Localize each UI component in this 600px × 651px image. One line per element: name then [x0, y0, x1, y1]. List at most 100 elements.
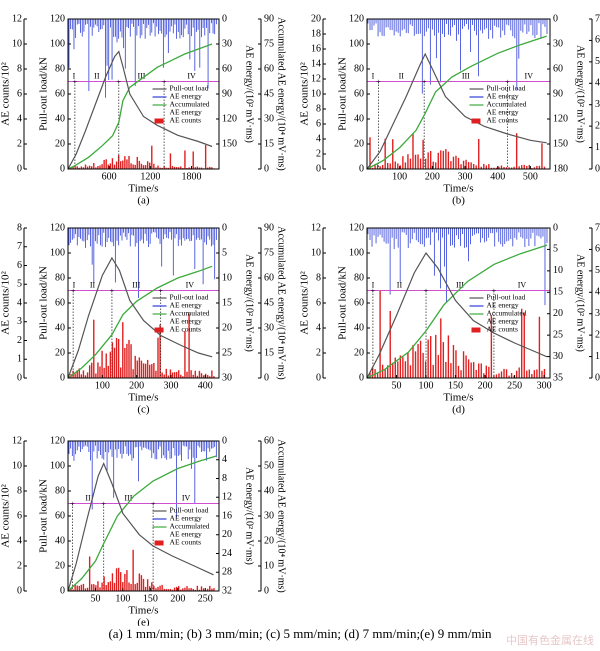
- load-tick-label: 40: [55, 535, 65, 546]
- accumulated-tick-label: 60: [264, 63, 274, 74]
- energy-tick-label: 35: [553, 372, 563, 383]
- legend-swatch: [154, 118, 164, 124]
- load-tick-label: 100: [50, 247, 65, 258]
- x-tick-label: 50: [392, 380, 402, 391]
- energy-axis-label: AE energy/(10² mV·ms): [244, 45, 255, 143]
- energy-tick-label: 16: [222, 510, 232, 521]
- pull-out-load-line: [67, 461, 214, 592]
- stage-label: IV: [187, 71, 196, 80]
- legend-label: Pull-out load: [486, 84, 525, 93]
- x-axis-label: Time/s: [128, 183, 158, 195]
- legend-label: Pull-out load: [170, 84, 209, 93]
- energy-tick-label: 20: [553, 308, 563, 319]
- accumulated-axis-label: Accumulated AE energy/(10⁴ mV·ms): [276, 226, 287, 380]
- legend-label: AE counts: [486, 325, 518, 334]
- x-tick-label: 1200: [140, 171, 160, 182]
- load-tick-label: 60: [55, 297, 65, 308]
- ae-energy-series: [68, 228, 217, 298]
- counts-axis-label: AE counts/10²: [299, 62, 311, 126]
- stage-label: I: [73, 71, 76, 80]
- accumulated-tick-label: 10: [264, 560, 274, 571]
- ae-counts-series: [70, 313, 215, 378]
- legend-label: Pull-out load: [486, 293, 525, 302]
- x-tick-label: 150: [143, 593, 158, 604]
- stage-label: IV: [182, 493, 191, 502]
- energy-axis-label: AE energy/(10² mV·ms): [575, 45, 586, 143]
- accumulated-tick-label: 70: [595, 13, 600, 24]
- load-tick-label: 80: [55, 63, 65, 74]
- stage-boundary-tick: +: [162, 77, 167, 86]
- stage-markers: + + +I II III IV: [68, 71, 219, 169]
- counts-axis-label: AE counts/10²: [0, 271, 12, 335]
- energy-tick-label: 20: [222, 529, 232, 540]
- x-tick-label: 200: [170, 593, 185, 604]
- accumulated-energy-line: [67, 265, 213, 379]
- x-axis-label: Time/s: [443, 183, 473, 195]
- x-tick-label: 100: [115, 593, 130, 604]
- counts-tick-label: 4: [17, 113, 22, 124]
- counts-tick-label: 12: [12, 435, 22, 446]
- stage-label: I: [372, 71, 375, 80]
- legend-swatch: [471, 118, 481, 124]
- legend-label: AE energy: [170, 92, 202, 101]
- counts-tick-label: 4: [17, 297, 22, 308]
- ae-energy-series: [68, 441, 217, 518]
- accumulated-tick-label: 45: [264, 88, 274, 99]
- energy-tick-label: 10: [553, 265, 563, 276]
- x-tick-label: 500: [523, 171, 538, 182]
- load-tick-label: 60: [354, 88, 364, 99]
- energy-tick-label: 180: [553, 163, 568, 174]
- legend-label: AE energy: [170, 301, 202, 310]
- x-tick-label: 400: [198, 380, 213, 391]
- energy-tick-label: 32: [222, 585, 232, 596]
- counts-tick-label: 0: [17, 585, 22, 596]
- accumulated-tick-label: 10: [595, 351, 600, 362]
- legend-label: Pull-out load: [170, 293, 209, 302]
- energy-tick-label: 90: [553, 88, 563, 99]
- ae-counts-series: [369, 290, 546, 378]
- accumulated-tick-label: 75: [264, 247, 274, 258]
- counts-tick-label: 12: [311, 73, 321, 84]
- stage-label: III: [132, 280, 140, 289]
- x-tick-label: 200: [425, 171, 440, 182]
- legend-label: AE counts: [486, 116, 518, 125]
- legend-label: AE counts: [170, 116, 202, 125]
- counts-tick-label: 4: [17, 535, 22, 546]
- load-tick-label: 0: [359, 372, 364, 383]
- x-tick-label: 300: [458, 171, 473, 182]
- energy-tick-label: 5: [222, 247, 227, 258]
- accumulated-axis-label: Accumulated AE energy/(10⁴ mV·ms): [276, 17, 287, 171]
- energy-tick-label: 60: [553, 63, 563, 74]
- stage-boundary-tick: +: [158, 286, 163, 295]
- accumulated-tick-label: 40: [264, 485, 274, 496]
- counts-tick-label: 10: [12, 460, 22, 471]
- stage-boundary-tick: +: [71, 286, 76, 295]
- counts-tick-label: 10: [12, 38, 22, 49]
- energy-tick-label: 15: [553, 287, 563, 298]
- energy-tick-label: 150: [222, 138, 237, 149]
- x-tick-label: 250: [507, 380, 522, 391]
- x-tick-label: 200: [129, 380, 144, 391]
- accumulated-tick-label: 0: [264, 372, 269, 383]
- counts-tick-label: 8: [17, 63, 22, 74]
- accumulated-energy-line: [67, 455, 217, 592]
- x-tick-label: 200: [478, 380, 493, 391]
- load-tick-label: 60: [55, 510, 65, 521]
- accumulated-tick-label: 0: [595, 163, 600, 174]
- pull-out-load-line: [366, 251, 548, 379]
- accumulated-tick-label: 50: [264, 460, 274, 471]
- energy-tick-label: 0: [222, 13, 227, 24]
- counts-tick-label: 4: [316, 133, 321, 144]
- panel-label: (c): [137, 404, 150, 416]
- counts-tick-label: 3: [17, 316, 22, 327]
- stage-label: I: [372, 280, 375, 289]
- counts-axis-label: AE counts/10²: [299, 271, 311, 335]
- legend-label: AE energy: [486, 317, 518, 326]
- load-tick-label: 40: [55, 322, 65, 333]
- energy-tick-label: 8: [222, 473, 227, 484]
- stage-boundary-tick: +: [70, 499, 75, 508]
- legend-label: AE energy: [170, 530, 202, 539]
- legend-swatch: [154, 540, 164, 546]
- panel-label: (a): [137, 195, 150, 207]
